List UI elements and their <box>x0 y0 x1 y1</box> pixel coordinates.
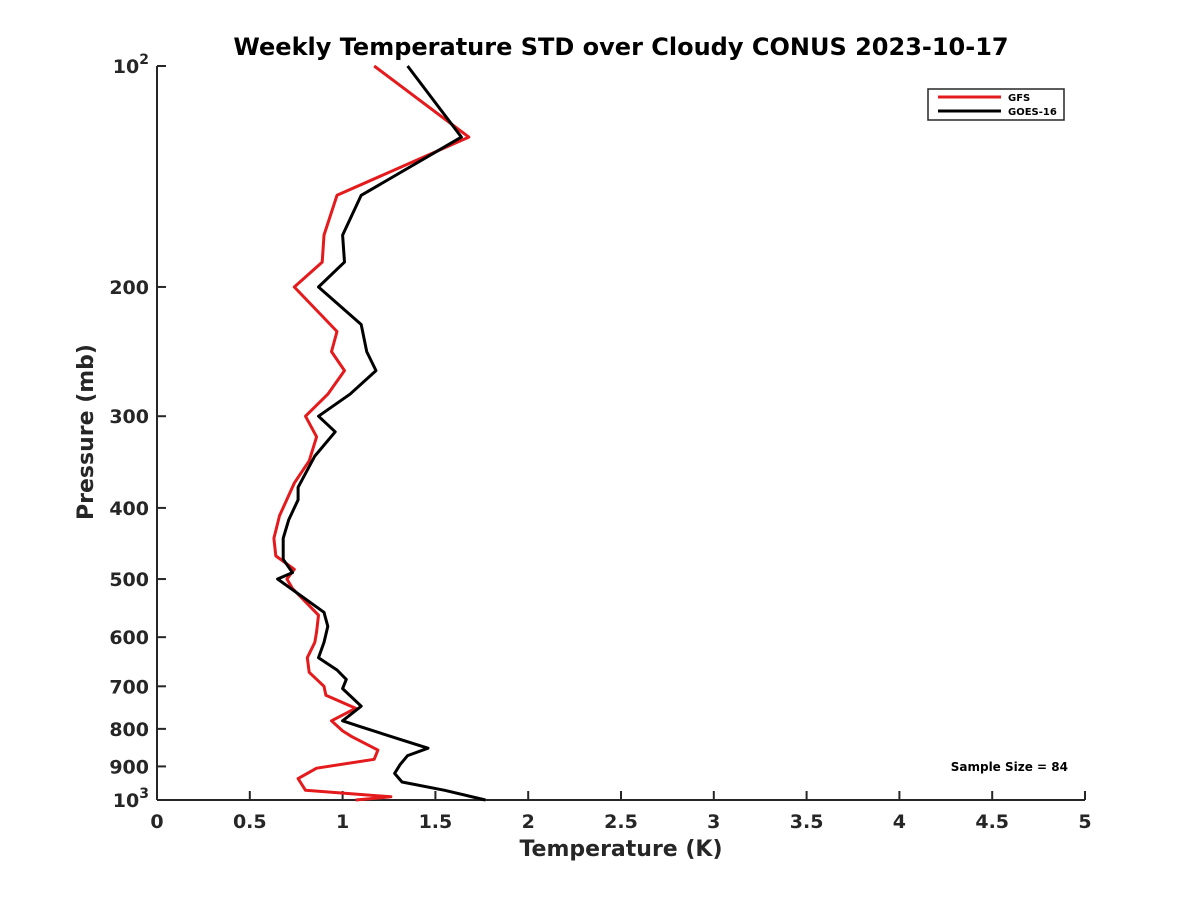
legend-label: GFS <box>1008 93 1030 104</box>
x-tick-label: 3 <box>707 811 720 833</box>
y-tick-label: 900 <box>109 756 149 778</box>
x-tick-label: 4 <box>893 811 906 833</box>
series-line-gfs <box>272 64 471 802</box>
y-axis-label: Pressure (mb) <box>74 344 99 520</box>
x-tick-label: 0 <box>150 811 163 833</box>
sample-size-annotation: Sample Size = 84 <box>951 760 1068 774</box>
legend-label: GOES-16 <box>1008 107 1057 118</box>
x-tick-label: 0.5 <box>233 811 267 833</box>
x-axis-label: Temperature (K) <box>519 837 722 862</box>
x-tick-label: 4.5 <box>975 811 1009 833</box>
chart-title: Weekly Temperature STD over Cloudy CONUS… <box>233 33 1008 61</box>
y-tick-label: 600 <box>109 627 149 649</box>
ticks: 0 0.5 1 1.5 2 2.5 3 3.5 4 4.5 5 102 200 300 400 500 600 7… <box>109 52 1091 833</box>
x-tick-label: 5 <box>1078 811 1091 833</box>
x-tick-label: 2 <box>522 811 535 833</box>
x-tick-label: 1 <box>336 811 349 833</box>
legend: GFS GOES-16 <box>927 88 1065 121</box>
x-tick-label: 2.5 <box>604 811 638 833</box>
y-tick-label: 400 <box>109 498 149 520</box>
y-tick-label: 103 <box>113 786 149 812</box>
legend-box <box>927 88 1065 121</box>
y-tick-label: 102 <box>113 52 149 78</box>
y-tick-label: 300 <box>109 406 149 428</box>
x-tick-label: 3.5 <box>790 811 824 833</box>
axes <box>156 66 1085 801</box>
y-tick-label: 800 <box>109 719 149 741</box>
y-tick-label: 500 <box>109 569 149 591</box>
series-layer <box>272 64 486 802</box>
y-tick-label: 700 <box>109 676 149 698</box>
x-tick-label: 1.5 <box>419 811 453 833</box>
series-line-goes-16 <box>276 65 486 802</box>
y-tick-label: 200 <box>109 277 149 299</box>
